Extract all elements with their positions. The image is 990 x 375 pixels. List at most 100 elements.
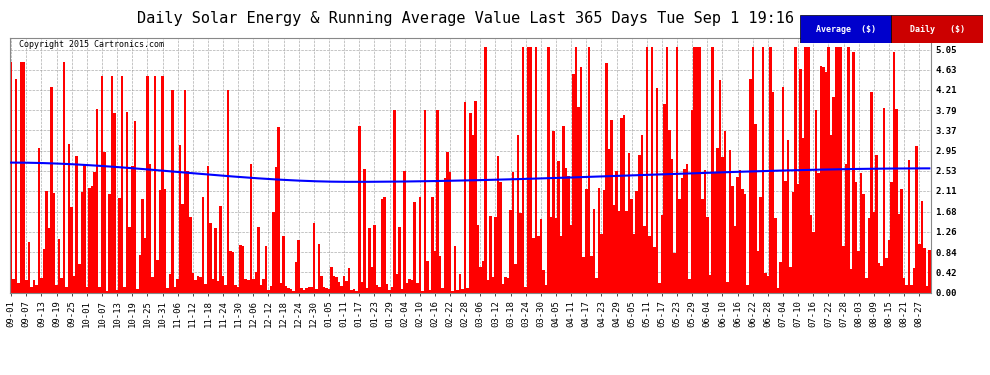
Bar (870, 92, 872, 292)
Bar (565, 168, 567, 292)
Bar (547, 47, 549, 292)
Bar (416, 283, 419, 292)
Bar (174, 286, 176, 292)
Bar (807, 47, 810, 292)
Bar (504, 278, 507, 292)
Bar (509, 210, 512, 292)
Bar (805, 47, 807, 292)
Bar (532, 238, 535, 292)
Bar (386, 284, 388, 292)
Bar (502, 284, 504, 292)
Bar (267, 290, 269, 292)
Bar (812, 232, 815, 292)
Bar (492, 277, 494, 292)
Bar (453, 246, 456, 292)
Bar (346, 280, 347, 292)
Bar (15, 78, 18, 292)
Bar (729, 150, 732, 292)
Bar (761, 47, 764, 292)
Bar (613, 205, 616, 292)
Bar (60, 278, 63, 292)
Bar (527, 47, 530, 292)
Bar (446, 152, 448, 292)
Bar (923, 248, 926, 292)
Bar (877, 262, 880, 292)
Bar (383, 197, 386, 292)
Bar (80, 192, 83, 292)
Bar (48, 228, 50, 292)
Bar (126, 112, 129, 292)
Bar (320, 276, 323, 292)
Bar (280, 282, 282, 292)
Bar (825, 72, 828, 292)
Bar (134, 121, 136, 292)
Bar (544, 285, 547, 292)
Bar (610, 120, 613, 292)
Bar (678, 199, 681, 292)
Bar (269, 286, 272, 292)
Bar (484, 47, 487, 292)
Bar (701, 199, 704, 292)
Bar (65, 288, 68, 292)
Bar (737, 177, 739, 292)
Bar (106, 291, 108, 292)
Bar (792, 192, 794, 292)
Bar (766, 276, 769, 292)
Bar (264, 246, 267, 292)
Bar (249, 164, 252, 292)
Bar (474, 100, 476, 292)
Bar (517, 135, 520, 292)
Bar (693, 47, 696, 292)
Bar (842, 246, 844, 292)
Bar (552, 131, 554, 292)
Bar (325, 288, 328, 292)
Bar (696, 47, 699, 292)
Bar (648, 236, 650, 292)
FancyBboxPatch shape (800, 15, 892, 43)
Bar (209, 224, 212, 292)
Bar (358, 126, 360, 292)
Bar (393, 110, 396, 292)
Bar (419, 197, 421, 292)
Bar (406, 284, 409, 292)
Bar (75, 156, 78, 292)
Bar (734, 226, 737, 292)
Text: Daily   ($): Daily ($) (910, 25, 965, 34)
Bar (214, 228, 217, 292)
Bar (908, 160, 911, 292)
Bar (540, 219, 543, 292)
Bar (252, 279, 254, 292)
Bar (598, 188, 600, 292)
Bar (860, 173, 862, 292)
Bar (116, 290, 119, 292)
Bar (245, 279, 248, 292)
Bar (10, 62, 13, 292)
Bar (489, 216, 492, 292)
Bar (628, 153, 631, 292)
Bar (68, 144, 70, 292)
Bar (784, 181, 787, 292)
Bar (305, 288, 308, 292)
Bar (93, 172, 96, 292)
Bar (641, 135, 644, 292)
Bar (660, 215, 663, 292)
Bar (91, 186, 93, 292)
Bar (176, 279, 179, 292)
Bar (290, 289, 292, 292)
Bar (275, 167, 277, 292)
Bar (688, 279, 691, 292)
Bar (96, 109, 98, 292)
Bar (681, 178, 683, 292)
Bar (391, 287, 393, 292)
Bar (626, 211, 628, 292)
Bar (802, 138, 805, 292)
Bar (471, 135, 474, 292)
Bar (186, 171, 189, 292)
Bar (921, 201, 923, 292)
Bar (890, 182, 893, 292)
Bar (557, 161, 559, 292)
Bar (704, 170, 706, 292)
Bar (676, 47, 678, 292)
Bar (85, 287, 88, 292)
Bar (883, 108, 885, 292)
